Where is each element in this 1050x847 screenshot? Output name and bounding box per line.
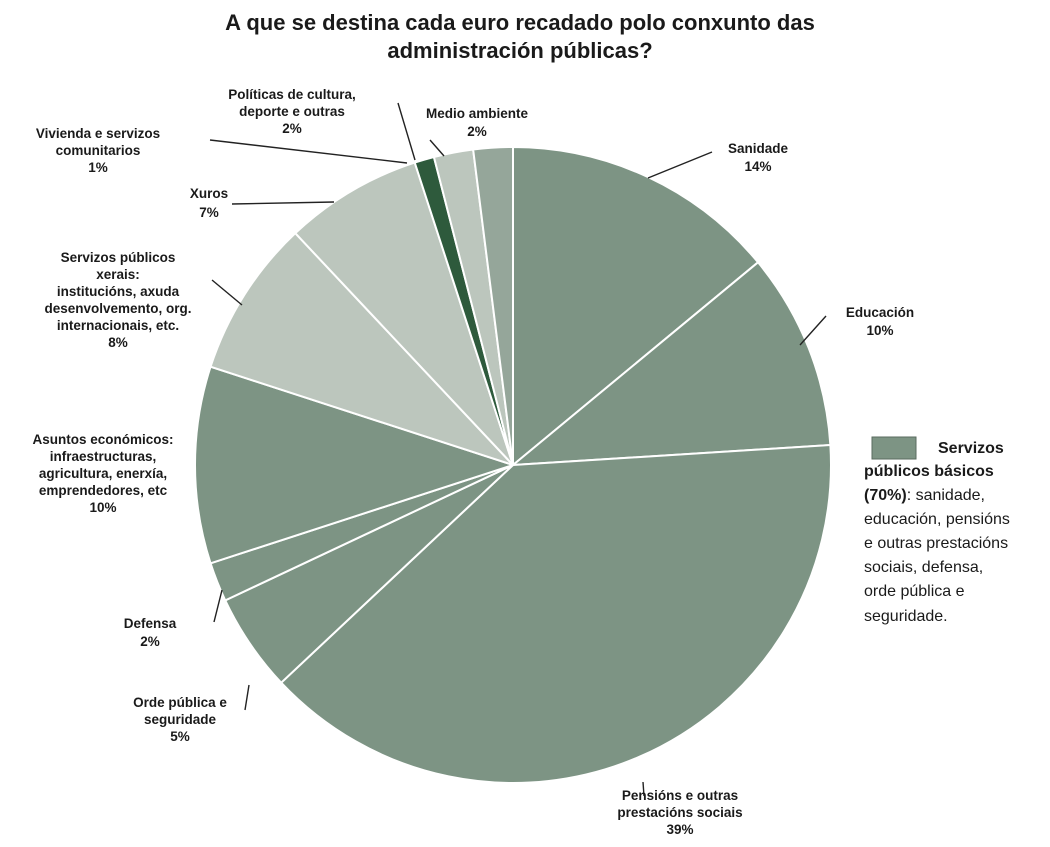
- leader-line: [213, 589, 223, 623]
- slice-label: Políticas de cultura, deporte e outras 2%: [228, 87, 356, 136]
- leader-line: [231, 201, 335, 205]
- legend-text-line: Servizos: [938, 440, 1004, 457]
- legend-swatch: [871, 436, 917, 460]
- legend: Servizos públicos básicos (70%): sanidade,…: [864, 436, 1010, 625]
- slice-label: Servizos públicos xerais: institucións, ax…: [44, 250, 191, 350]
- chart-title: A que se destina cada euro recadado polo…: [225, 10, 815, 63]
- legend-text-line: orde pública e: [864, 583, 965, 600]
- chart-title-line: A que se destina cada euro recadado polo…: [225, 10, 815, 35]
- leader-line: [397, 102, 416, 161]
- leader-line: [647, 151, 713, 179]
- legend-text-line: sociais, defensa,: [864, 559, 983, 576]
- slice-label: Xuros 7%: [190, 186, 228, 220]
- slice-label: Orde pública e seguridade 5%: [133, 695, 227, 744]
- slice-labels: Sanidade 14% Educación 10% Pensións e outras…: [32, 87, 914, 837]
- slice-label: Medio ambiente 2%: [426, 106, 529, 139]
- pie-slice: [193, 365, 517, 565]
- chart-title-line: administración públicas?: [387, 38, 652, 63]
- slice-label: Defensa 2%: [124, 616, 177, 649]
- legend-text-line: e outras prestacións: [864, 535, 1008, 552]
- pie-slices: [193, 145, 832, 784]
- pie-slice: [509, 260, 832, 467]
- slice-label: Pensións e outras prestacións sociais 39%: [617, 788, 742, 837]
- slice-label: Educación 10%: [846, 305, 914, 338]
- leader-line: [211, 279, 243, 306]
- leader-line: [429, 139, 445, 157]
- leader-line: [642, 781, 645, 797]
- pie-slice: [279, 443, 832, 784]
- legend-text-line: educación, pensións: [864, 511, 1010, 528]
- legend-text-line: públicos básicos: [864, 463, 994, 480]
- legend-text-line: seguridade.: [864, 608, 948, 625]
- slice-label: Asuntos económicos: infraestructuras, agri…: [32, 432, 173, 515]
- leader-line: [209, 139, 408, 164]
- pie-slice: [293, 161, 514, 466]
- leader-line: [244, 684, 250, 711]
- pie-slice: [472, 145, 514, 466]
- slice-label: Vivienda e servizos comunitarios 1%: [36, 126, 160, 175]
- pie-slice: [209, 231, 514, 466]
- legend-text-line: (70%): sanidade,: [864, 487, 985, 504]
- slice-label: Sanidade 14%: [728, 141, 789, 174]
- leader-lines: [209, 102, 827, 797]
- leader-line: [799, 315, 827, 346]
